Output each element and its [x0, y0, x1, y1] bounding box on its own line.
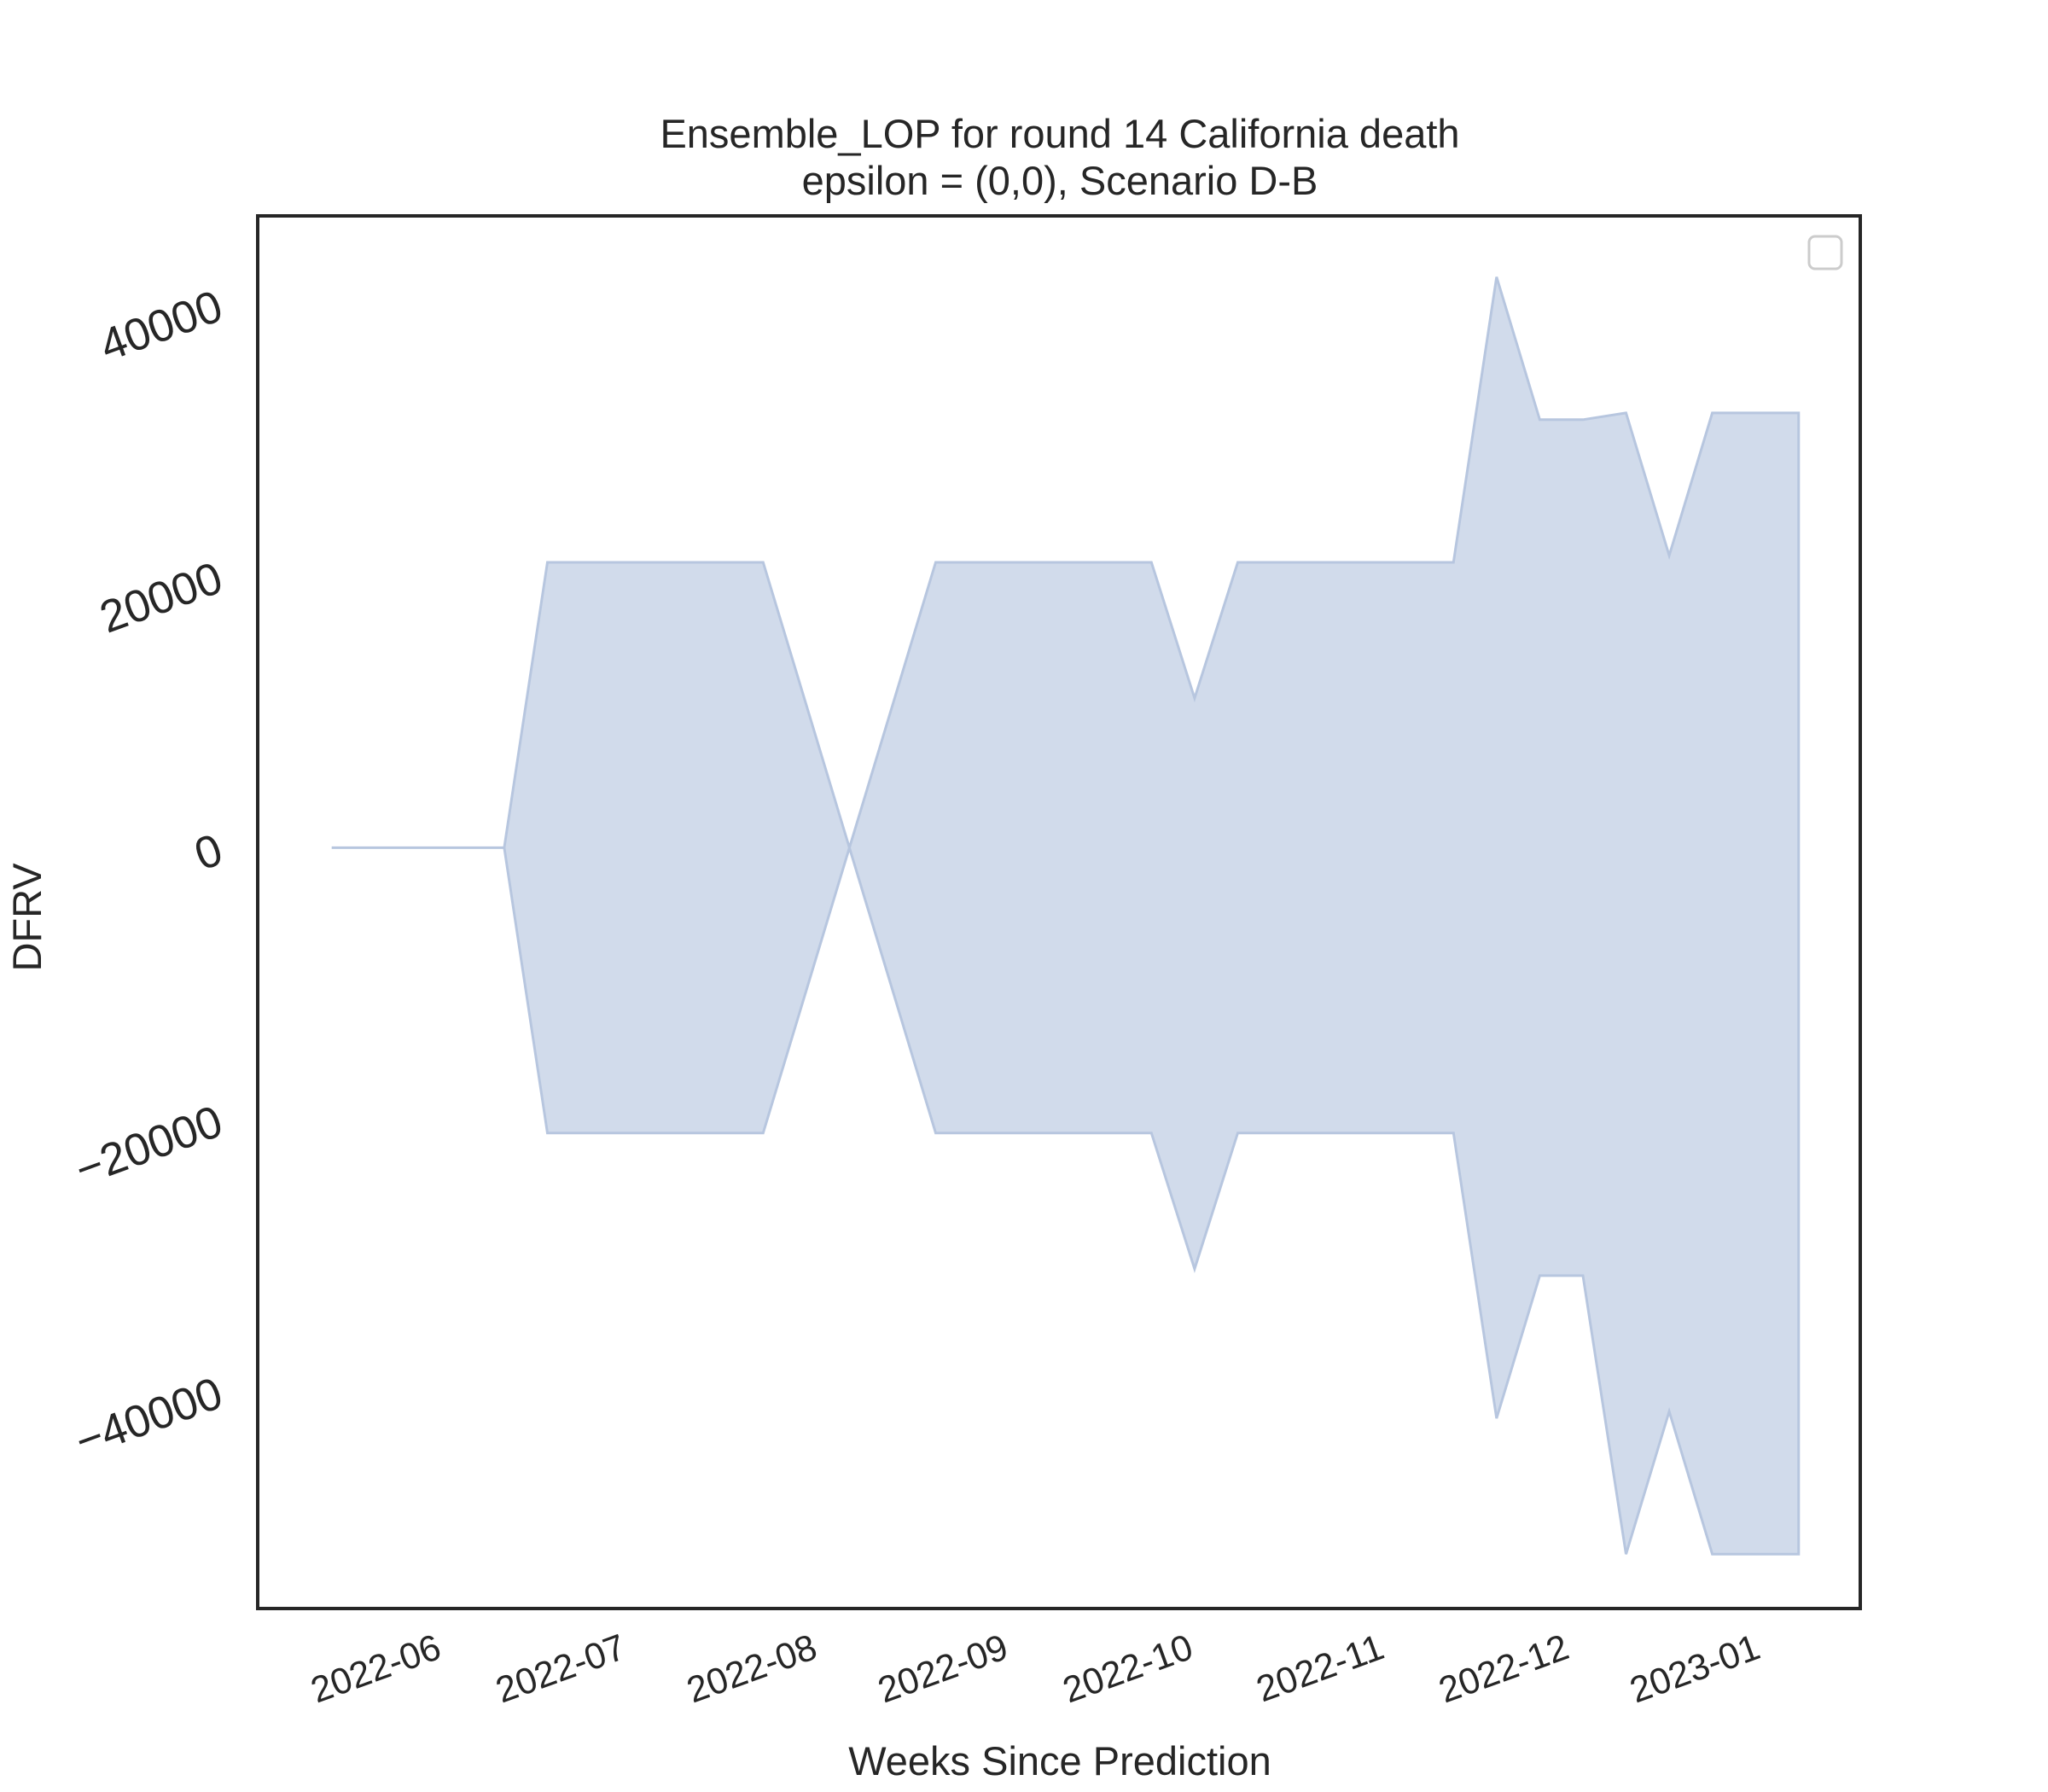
- y-tick-labels: −40000 −20000 0 20000 40000: [68, 281, 229, 1467]
- y-tick-label: −20000: [68, 1097, 229, 1196]
- x-tick-labels: 2022-06 2022-07 2022-08 2022-09 2022-10 2022-…: [305, 1626, 1765, 1711]
- y-tick-label: 0: [188, 824, 229, 881]
- y-tick-label: −40000: [68, 1368, 229, 1467]
- band-layer: [331, 276, 1801, 1556]
- x-tick-label: 2022-12: [1434, 1626, 1574, 1711]
- y-axis-label: DFRV: [4, 863, 49, 972]
- x-axis-label: Weeks Since Prediction: [848, 1738, 1271, 1783]
- y-tick-label: 40000: [94, 281, 230, 371]
- x-tick-label: 2023-01: [1625, 1626, 1766, 1711]
- x-tick-label: 2022-09: [873, 1626, 1014, 1711]
- plot-frame: [256, 214, 1862, 1610]
- x-tick-label: 2022-06: [305, 1626, 446, 1711]
- chart-title: Ensemble_LOP for round 14 California dea…: [660, 111, 1459, 156]
- x-tick-label: 2022-10: [1057, 1626, 1198, 1711]
- x-tick-label: 2022-11: [1251, 1626, 1389, 1710]
- x-tick-label: 2022-08: [682, 1626, 823, 1711]
- legend-box: [1807, 235, 1843, 271]
- band-area-0: [331, 276, 1801, 1556]
- chart-subtitle: epsilon = (0,0), Scenario D-B: [802, 158, 1318, 203]
- x-tick-label: 2022-07: [491, 1626, 631, 1711]
- y-tick-label: 20000: [94, 553, 230, 643]
